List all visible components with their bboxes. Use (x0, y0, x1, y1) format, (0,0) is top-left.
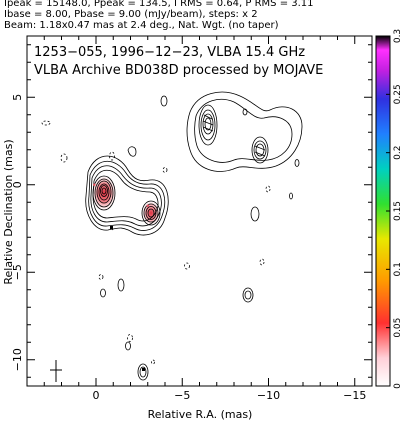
plot-frame (26, 35, 373, 387)
colorbar-tick-label: 0.1 (393, 262, 403, 276)
y-axis-label: Relative Declination (mas) (2, 139, 15, 284)
core-fill (92, 176, 116, 210)
axes-group: 0 −5 −10 −15 5 0 −5 −10 (11, 36, 373, 402)
component-marker (110, 226, 113, 229)
plot-title-line2: VLBA Archive BD038D processed by MOJAVE (34, 63, 323, 78)
contour-layer (41, 91, 303, 381)
negative-contours (41, 120, 271, 365)
scattered-contours (100, 95, 300, 381)
component-marker (142, 368, 145, 371)
y-tick-label: −10 (11, 348, 24, 371)
colorbar-tick-label: 0.25 (393, 84, 403, 104)
header-beam-info: Beam: 1.18x0.47 mas at 2.4 deg., Nat. Wg… (4, 20, 279, 31)
x-tick-label: 0 (93, 389, 100, 402)
beam-cross (50, 360, 62, 382)
header-base-info: Ibase = 8.00, Pbase = 9.00 (mJy/beam), s… (4, 9, 258, 20)
colorbar-tick-label: 0.2 (393, 146, 403, 160)
knot-fill (142, 201, 160, 225)
source-peak-core (93, 183, 96, 186)
colorbar-tick-label: 0.05 (393, 318, 403, 338)
colorbar-tick-label: 0 (393, 383, 403, 389)
y-tick-label: 5 (11, 94, 24, 101)
source-peak-knot-3mas (146, 204, 149, 207)
northern-component-contours (186, 91, 303, 172)
colorbar-ticks: 0 0.05 0.1 0.15 0.2 0.25 0.3 (386, 29, 403, 389)
y-tick-label: 0 (11, 181, 24, 188)
x-axis-label: Relative R.A. (mas) (148, 408, 253, 421)
header-peak-info: Ipeak = 15148.0, Ppeak = 134.5, I RMS = … (4, 0, 314, 9)
colorbar-tick-label: 0.15 (393, 201, 403, 221)
x-tick-label: −5 (174, 389, 190, 402)
plot-title-line1: 1253−055, 1996−12−23, VLBA 15.4 GHz (34, 45, 305, 60)
y-tick-label: −5 (11, 264, 24, 280)
colorbar-tick-label: 0.3 (393, 29, 403, 43)
x-tick-label: −15 (343, 389, 366, 402)
x-tick-label: −10 (257, 389, 280, 402)
